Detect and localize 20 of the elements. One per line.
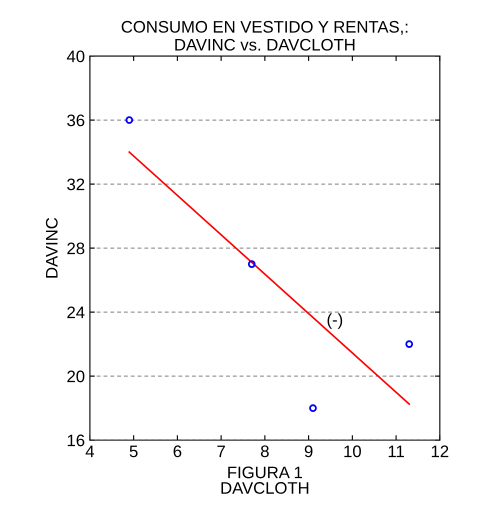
x-tick-label: 8 [260,445,269,458]
x-tick-label: 7 [217,446,225,458]
x-tick-label: 9 [304,445,312,458]
y-tick-label: 20 [67,370,84,382]
y-tick-label: 32 [67,178,84,190]
x-tick-label: 11 [388,446,404,458]
y-tick-label: 16 [68,434,84,446]
x-tick-label: 6 [174,445,182,458]
y-tick-label: 28 [67,242,84,254]
y-tick-label: 36 [67,114,84,126]
x-tick-label: 12 [432,445,448,458]
y-axis-title: DAVINC [46,218,58,278]
x-tick-label: 5 [130,446,138,458]
chart-title: CONSUMO EN VESTIDO Y RENTAS,: DAVINC vs. DAVCLOTH [122,20,408,51]
x-tick-label: 10 [344,445,361,458]
annotation: (-) [328,313,342,329]
x-tick-label: 4 [86,446,94,458]
y-tick-label: 40 [66,50,84,62]
y-tick-label: 24 [67,306,85,318]
x-axis-title: FIGURA 1 DAVCLOTH [221,466,308,494]
